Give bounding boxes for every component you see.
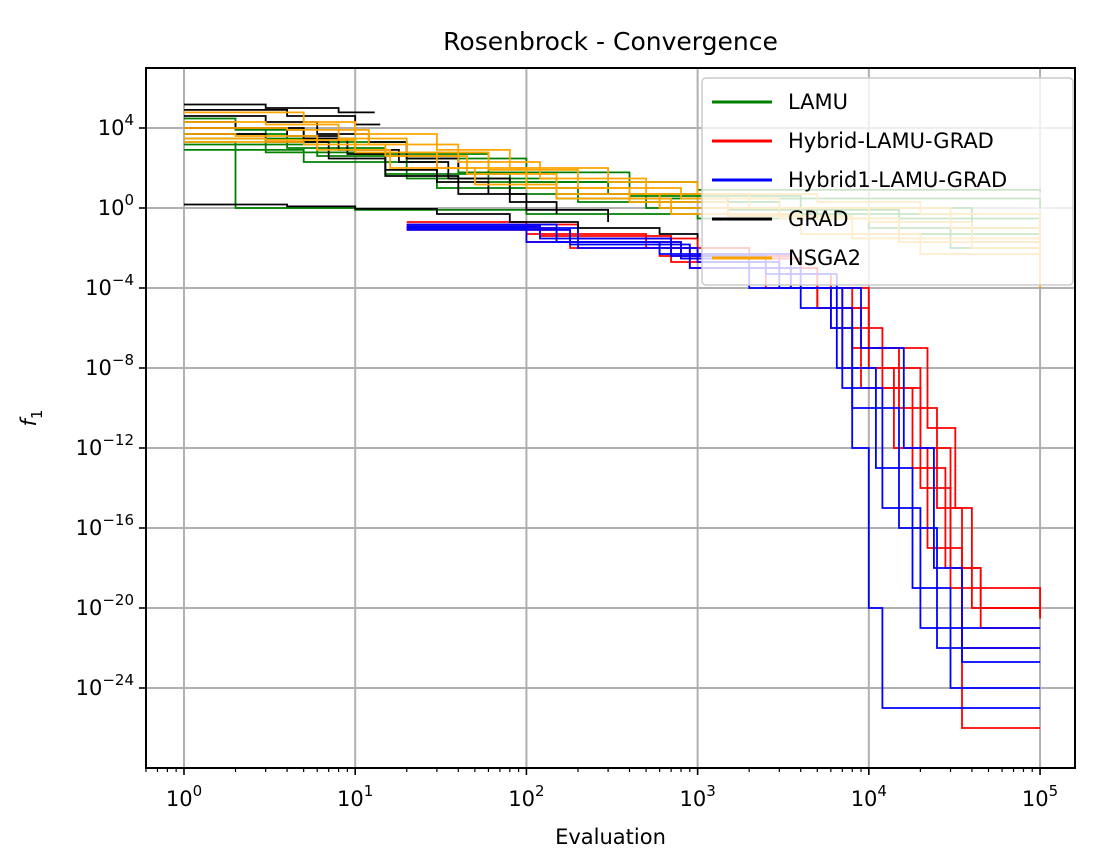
series-line-grad	[184, 109, 381, 126]
x-tick-base: 10	[508, 787, 535, 811]
legend: LAMU Hybrid-LAMU-GRAD Hybrid1-LAMU-GRAD GRA…	[701, 77, 1074, 286]
y-tick-base: 10	[76, 436, 103, 460]
y-tick-label: 10−20	[76, 591, 134, 620]
x-tick-base: 10	[1022, 787, 1049, 811]
chart-title: Rosenbrock - Convergence	[443, 27, 778, 56]
series-line-hybrid-lamu-grad	[406, 227, 1041, 649]
legend-label: Hybrid-LAMU-GRAD	[788, 129, 994, 153]
plot-frame	[145, 67, 1076, 769]
x-tick-exponent: 4	[877, 782, 887, 800]
y-tick-label: 10−8	[85, 351, 134, 380]
y-tick-label: 10−12	[76, 431, 134, 460]
x-tick-base: 10	[851, 787, 878, 811]
x-tick-base: 10	[166, 787, 193, 811]
x-tick-exponent: 3	[706, 782, 716, 800]
y-tick-base: 10	[76, 516, 103, 540]
y-tick-exponent: −4	[112, 271, 134, 289]
series-line-grad	[184, 203, 699, 239]
x-axis-title: Evaluation	[555, 825, 666, 849]
y-tick-exponent: −16	[102, 511, 134, 529]
legend-label: Hybrid1-LAMU-GRAD	[788, 168, 1007, 192]
x-tick-base: 10	[337, 787, 364, 811]
series-line-hybrid1-lamu-grad	[406, 225, 1041, 689]
y-tick-base: 10	[85, 356, 112, 380]
legend-label: GRAD	[788, 207, 849, 231]
y-tick-exponent: 0	[124, 191, 134, 209]
x-axis: 100 101 102 103 104 105	[145, 768, 1058, 811]
x-tick-label: 105	[1022, 782, 1058, 811]
x-tick-exponent: 2	[535, 782, 545, 800]
y-tick-base: 10	[98, 116, 125, 140]
x-tick-label: 100	[166, 782, 202, 811]
y-tick-label: 10−16	[76, 511, 134, 540]
y-tick-label: 104	[98, 111, 134, 140]
y-tick-base: 10	[98, 196, 125, 220]
legend-label: LAMU	[788, 90, 848, 114]
y-tick-label: 10−4	[85, 271, 134, 300]
y-tick-base: 10	[85, 276, 112, 300]
y-tick-base: 10	[76, 676, 103, 700]
legend-box	[701, 77, 1074, 286]
y-tick-exponent: −8	[112, 351, 134, 369]
y-axis-title-subscript: 1	[28, 410, 46, 420]
y-tick-exponent: −12	[102, 431, 134, 449]
series-line-hybrid1-lamu-grad	[406, 223, 1041, 709]
x-tick-exponent: 0	[193, 782, 203, 800]
y-axis-title: f1	[17, 410, 46, 427]
series-line-grad	[184, 103, 375, 114]
x-tick-label: 103	[679, 782, 715, 811]
x-tick-exponent: 5	[1049, 782, 1059, 800]
y-tick-exponent: 4	[124, 111, 134, 129]
y-tick-base: 10	[76, 596, 103, 620]
series-line-hybrid1-lamu-grad	[406, 229, 1041, 649]
x-tick-label: 101	[337, 782, 373, 811]
y-tick-label: 10−24	[76, 671, 134, 700]
y-tick-exponent: −24	[102, 671, 134, 689]
x-tick-label: 104	[851, 782, 887, 811]
x-tick-base: 10	[679, 787, 706, 811]
y-tick-label: 100	[98, 191, 134, 220]
x-tick-exponent: 1	[364, 782, 374, 800]
series-line-grad	[184, 127, 558, 214]
y-tick-exponent: −20	[102, 591, 134, 609]
x-tick-label: 102	[508, 782, 544, 811]
legend-label: NSGA2	[788, 246, 861, 270]
series-line-hybrid1-lamu-grad	[406, 227, 1041, 663]
y-axis-title-main: f	[17, 415, 41, 426]
